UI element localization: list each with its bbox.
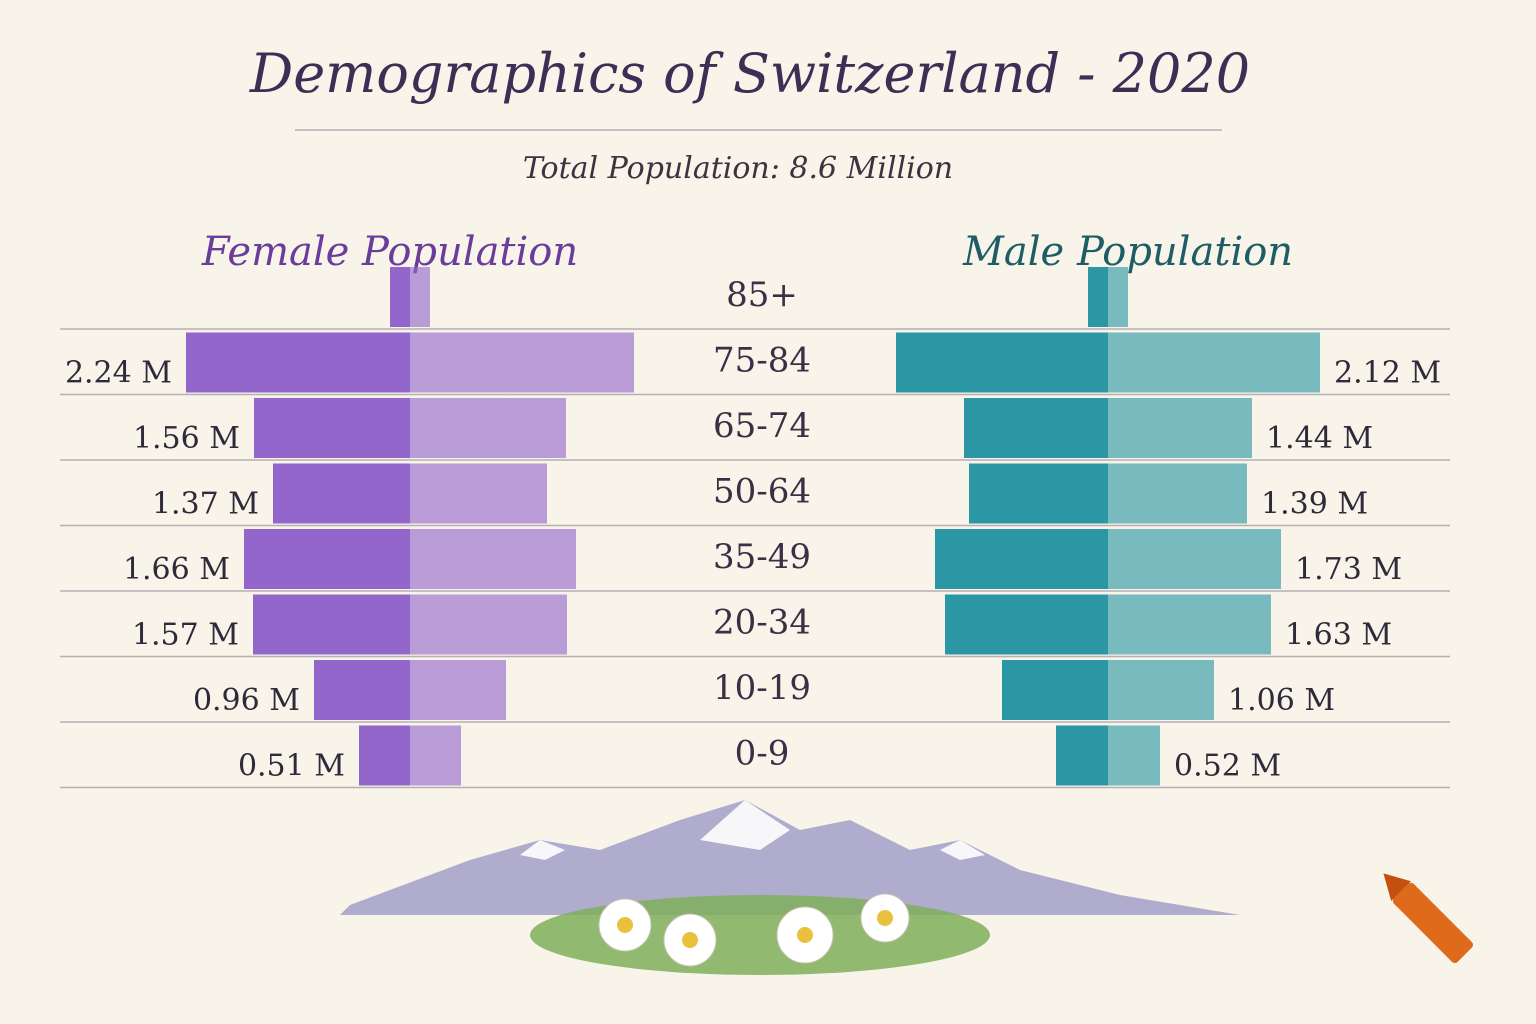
age-label: 50-64 — [713, 472, 811, 512]
bar — [390, 267, 430, 327]
decoration — [340, 800, 1473, 975]
meadow — [530, 895, 990, 975]
snow — [940, 840, 985, 860]
value-label: 1.66 M — [123, 552, 230, 587]
bar — [969, 463, 1247, 524]
flower-centers — [617, 910, 893, 948]
age-label: 20-34 — [713, 603, 811, 643]
bar — [273, 463, 547, 524]
value-label: 1.73 M — [1295, 552, 1402, 587]
value-label: 1.44 M — [1266, 421, 1373, 456]
snow — [700, 800, 790, 850]
value-label: 0.52 M — [1174, 749, 1281, 784]
bar — [1056, 725, 1160, 786]
flower-center — [797, 927, 813, 943]
value-label: 2.12 M — [1334, 356, 1441, 391]
bar — [1002, 660, 1214, 720]
crayon-icon — [1383, 873, 1473, 963]
mountains — [340, 800, 1240, 915]
bar — [254, 398, 566, 458]
value-label: 1.63 M — [1285, 618, 1392, 653]
age-label: 35-49 — [713, 537, 811, 577]
age-label: 10-19 — [713, 668, 811, 708]
flower-center — [877, 910, 893, 926]
bar — [253, 594, 567, 655]
snow — [520, 840, 565, 860]
bar — [359, 725, 461, 786]
value-label: 0.51 M — [238, 749, 345, 784]
age-label: 65-74 — [713, 406, 811, 446]
bar — [244, 529, 576, 589]
value-label: 0.96 M — [193, 683, 300, 718]
bar — [945, 594, 1271, 655]
crayon-tip — [1383, 873, 1412, 902]
bar — [964, 398, 1252, 458]
age-label: 85+ — [726, 275, 798, 315]
value-label: 1.06 M — [1228, 683, 1335, 718]
flower-center — [617, 917, 633, 933]
chart-title: Demographics of Switzerland - 2020 — [249, 42, 1250, 105]
value-label: 1.39 M — [1261, 487, 1368, 522]
bar — [314, 660, 506, 720]
bar — [896, 332, 1320, 393]
chart-subtitle: Total Population: 8.6 Million — [523, 151, 953, 186]
legend-label: Female Population — [201, 229, 578, 275]
bar — [935, 529, 1281, 589]
value-label: 1.57 M — [132, 618, 239, 653]
value-label: 1.37 M — [152, 487, 259, 522]
value-label: 1.56 M — [133, 421, 240, 456]
flower-center — [682, 932, 698, 948]
crayon-body — [1392, 882, 1473, 963]
bar — [186, 332, 634, 393]
age-label: 75-84 — [713, 341, 811, 381]
value-label: 2.24 M — [65, 356, 172, 391]
bar — [1088, 267, 1128, 327]
age-label: 0-9 — [735, 734, 790, 774]
